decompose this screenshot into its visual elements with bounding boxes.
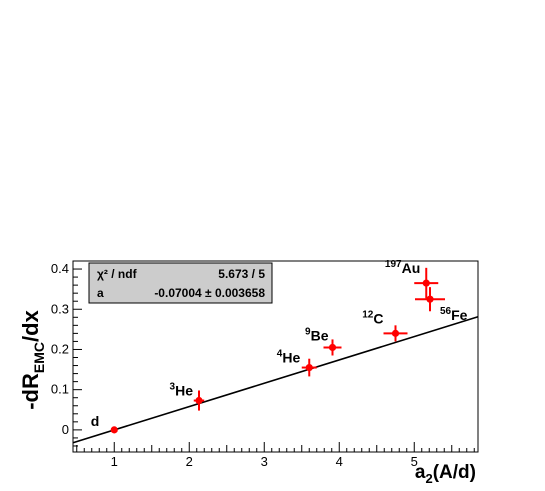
point-label: 56Fe	[440, 306, 468, 323]
point-label-name: Au	[402, 260, 421, 276]
x-axis-title-sub: 2	[426, 471, 433, 486]
stats-box-background	[88, 262, 273, 304]
data-point-197Au: 197Au	[385, 259, 439, 299]
point-label: 4He	[277, 349, 301, 366]
stats-box: χ² / ndf 5.673 / 5 a -0.07004 ± 0.003658	[88, 262, 273, 304]
point-label-name: d	[91, 413, 100, 429]
point-label-sup: 9	[305, 326, 311, 337]
fit-line	[72, 316, 479, 444]
point-label: 9Be	[305, 326, 329, 343]
stats-row2-label: a	[97, 286, 104, 300]
point-marker	[195, 396, 203, 405]
point-label: d	[91, 413, 100, 429]
x-axis-title-main: a	[415, 462, 426, 483]
data-point-4He: 4He	[277, 349, 317, 377]
data-point-d: d	[91, 413, 118, 434]
y-axis-title: -dREMC/dx	[18, 309, 47, 409]
stats-row2-value: -0.07004 ± 0.003658	[154, 286, 265, 300]
x-tick-label: 2	[186, 454, 193, 469]
x-axis-title-suffix: (A/d)	[433, 462, 476, 483]
point-marker	[305, 363, 313, 372]
y-tick-label: 0.1	[51, 382, 69, 397]
data-point-56Fe: 56Fe	[415, 287, 468, 323]
point-label-sup: 197	[385, 259, 402, 270]
point-label-sup: 3	[170, 382, 176, 393]
y-tick-label: 0.3	[51, 301, 69, 316]
fit-layer	[72, 316, 479, 444]
point-marker	[422, 279, 430, 287]
x-axis-title: a2(A/d)	[415, 462, 476, 486]
point-marker	[426, 295, 434, 303]
axes: 00.10.20.30.41 2 3 4 5	[51, 260, 475, 469]
stats-row1-label: χ² / ndf	[97, 267, 138, 281]
x-tick-label: 1	[111, 454, 118, 469]
x-tick-label: 4	[336, 454, 343, 469]
point-label-name: Be	[311, 327, 329, 343]
point-label: 3He	[170, 382, 194, 399]
data-point-3He: 3He	[170, 382, 205, 411]
point-label-name: He	[282, 350, 300, 366]
point-label: 12C	[362, 309, 383, 326]
point-marker	[328, 343, 337, 352]
y-axis-title-main: -dR	[18, 373, 43, 410]
point-label-sup: 4	[277, 349, 283, 360]
data-point-12C: 12C	[362, 309, 408, 342]
y-tick-label: 0.2	[51, 341, 69, 356]
point-label-sup: 12	[362, 309, 374, 320]
plot-frame	[72, 260, 479, 453]
data-point-9Be: 9Be	[305, 326, 342, 356]
point-label-name: C	[373, 310, 383, 326]
y-tick-label: 0.4	[51, 261, 69, 276]
y-axis-title-suffix: /dx	[18, 309, 43, 342]
x-tick-label: 3	[261, 454, 268, 469]
point-label-name: He	[175, 383, 193, 399]
y-axis-title-sub: EMC	[31, 342, 47, 373]
point-label-sup: 56	[440, 306, 452, 317]
point-label-name: Fe	[451, 307, 468, 323]
stats-row1-value: 5.673 / 5	[218, 267, 265, 281]
point-marker	[391, 329, 400, 337]
point-marker	[110, 426, 118, 434]
x-tick-label: 5	[411, 454, 418, 469]
y-tick-label: 0	[62, 422, 69, 437]
point-label: 197Au	[385, 259, 420, 276]
